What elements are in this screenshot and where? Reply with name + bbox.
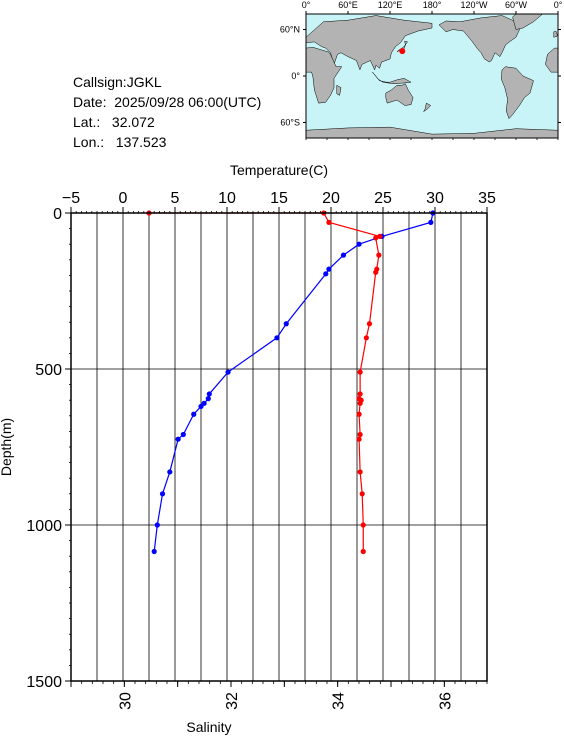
series-point-1	[428, 219, 434, 225]
map-frame	[305, 13, 559, 139]
station-info: Callsign:JGKL Date: 2025/09/28 06:00(UTC…	[73, 72, 261, 152]
series-point-1	[180, 431, 186, 438]
chart-series	[146, 210, 436, 555]
series-line-1	[153, 212, 434, 552]
bottom-tick-label: 36	[437, 692, 454, 710]
series-point-2	[376, 252, 382, 258]
top-tick-label: 0	[119, 190, 128, 207]
bottom-tick-label: 34	[331, 692, 348, 710]
series-point-2	[360, 548, 366, 555]
latitude-text: Lat.: 32.072	[73, 114, 155, 130]
top-tick-label: 20	[322, 190, 340, 207]
series-point-2	[357, 400, 363, 406]
series-point-1	[323, 271, 329, 277]
series-point-2	[357, 431, 363, 438]
map-lon-label: 0°	[554, 0, 563, 10]
longitude-text: Lon.: 137.523	[73, 134, 167, 150]
series-point-2	[356, 411, 362, 417]
map-land	[305, 13, 559, 139]
series-point-1	[205, 396, 211, 402]
map-continent-indonesia	[372, 71, 412, 85]
map-continent-south-america	[501, 66, 534, 120]
map-continent-north-america	[438, 15, 520, 63]
series-point-2	[373, 269, 379, 275]
left-tick-label: 1000	[26, 518, 62, 535]
series-point-1	[198, 403, 204, 410]
series-point-1	[340, 252, 347, 258]
map-continent-uk	[553, 30, 558, 38]
series-point-2	[356, 436, 362, 442]
top-tick-label: 35	[478, 190, 496, 207]
map-continent-australia	[385, 83, 414, 106]
series-point-1	[326, 266, 332, 272]
series-point-2	[373, 235, 379, 241]
map-lon-label: 60°W	[505, 0, 528, 10]
series-point-2	[326, 219, 332, 225]
series-point-2	[363, 335, 369, 341]
left-tick-label: 500	[35, 362, 62, 379]
callsign-text: Callsign:JGKL	[73, 74, 162, 90]
map-lat-label: 60°S	[280, 118, 300, 128]
bottom-tick-label: 32	[224, 692, 241, 710]
bottom-axis-title: Salinity	[186, 719, 231, 735]
series-point-1	[283, 321, 289, 327]
top-axis-title: Temperature(C)	[230, 162, 328, 178]
series-point-1	[356, 241, 362, 247]
series-point-2	[366, 321, 373, 327]
series-point-1	[175, 436, 181, 442]
world-map: 0° 60°E 120°E 180° 120°W 60°W 0° 60°N 0°…	[280, 0, 563, 140]
series-point-1	[225, 369, 231, 375]
series-point-2	[360, 522, 366, 528]
series-point-1	[274, 335, 280, 341]
series-line-2	[149, 212, 382, 552]
chart-grid	[70, 212, 488, 682]
bottom-tick-label: 30	[117, 692, 134, 710]
station-marker-icon	[399, 48, 406, 55]
map-lon-label: 0°	[302, 0, 311, 10]
map-continent-africa	[305, 47, 343, 104]
map-continent-newzealand	[423, 102, 431, 112]
series-point-1	[167, 469, 173, 475]
y-axis-title: Depth(m)	[0, 418, 14, 476]
map-lon-label: 60°E	[338, 0, 358, 10]
map-lon-label: 120°E	[378, 0, 403, 10]
top-tick-label: 25	[374, 190, 392, 207]
top-tick-label: 30	[426, 190, 444, 207]
series-point-1	[191, 411, 197, 417]
map-lat-label: 60°N	[280, 25, 300, 35]
map-lon-label: 180°	[423, 0, 442, 10]
map-lon-label: 120°W	[460, 0, 488, 10]
series-point-1	[206, 391, 212, 397]
top-tick-label: 15	[270, 190, 288, 207]
series-point-1	[159, 491, 166, 497]
top-tick-label: 10	[218, 190, 236, 207]
series-point-1	[151, 548, 157, 555]
series-point-2	[357, 369, 363, 375]
top-tick-label: −5	[62, 190, 80, 207]
date-text: Date: 2025/09/28 06:00(UTC)	[73, 94, 262, 110]
left-tick-label: 1500	[26, 674, 62, 691]
series-point-2	[357, 469, 363, 475]
left-tick-label: 0	[53, 206, 62, 223]
map-lat-label: 0°	[291, 71, 300, 81]
map-continent-madagascar	[336, 84, 342, 96]
top-tick-label: 5	[171, 190, 180, 207]
series-point-1	[154, 522, 160, 528]
series-point-2	[359, 491, 365, 497]
series-point-2	[357, 391, 363, 397]
map-continent-eurasia	[305, 15, 433, 71]
series-point-2	[377, 233, 383, 239]
